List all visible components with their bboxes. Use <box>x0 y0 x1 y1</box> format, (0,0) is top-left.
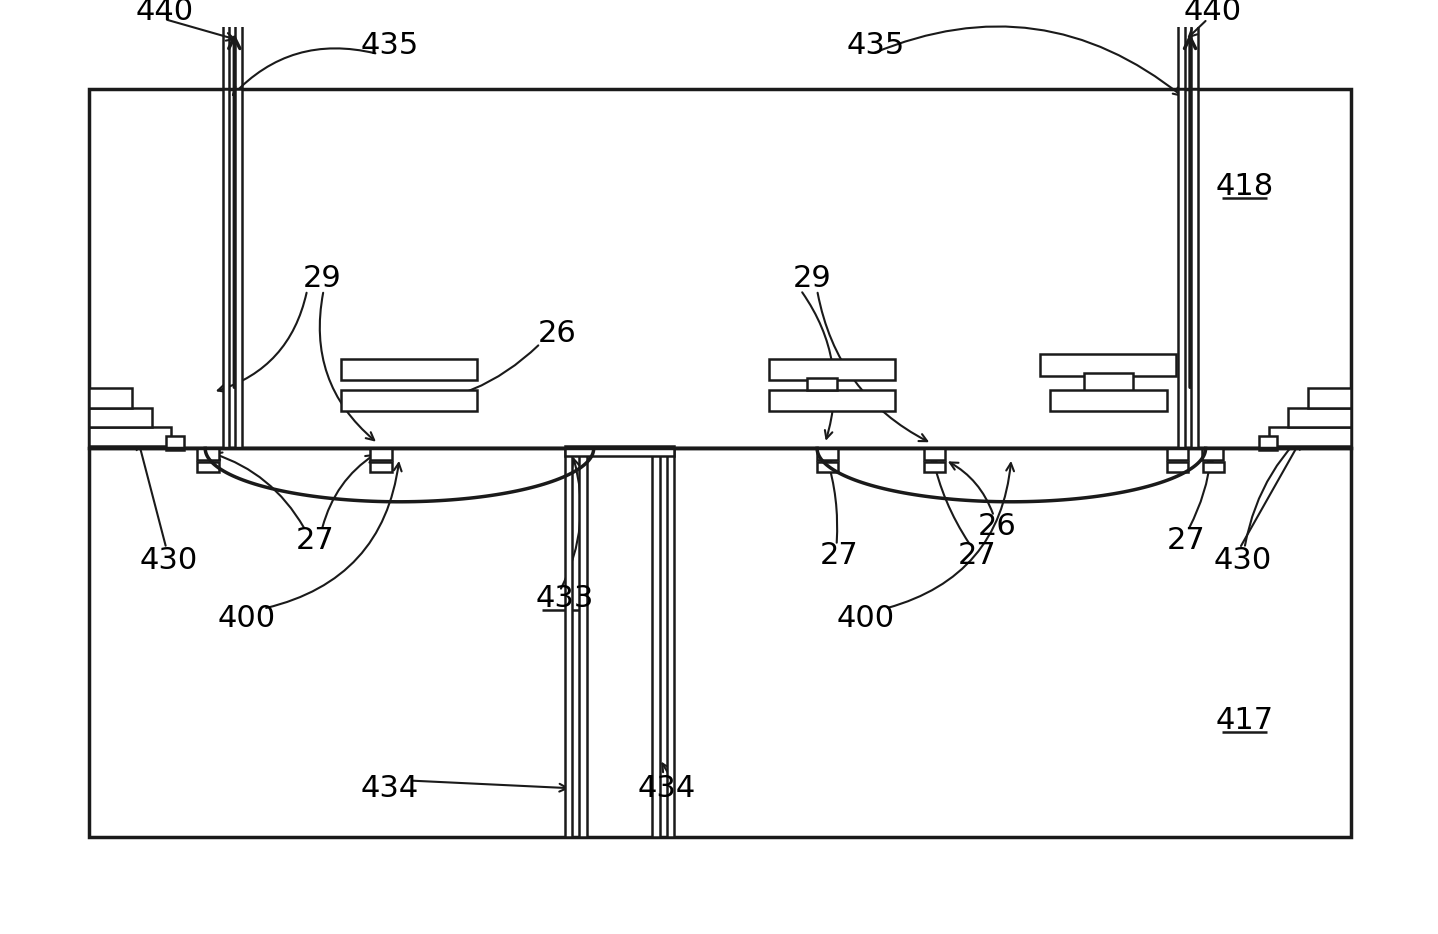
Bar <box>341 359 477 380</box>
Text: 26: 26 <box>538 319 577 348</box>
Bar <box>768 359 894 380</box>
Bar <box>667 448 674 837</box>
Bar <box>1191 89 1198 448</box>
Text: 27: 27 <box>296 526 334 555</box>
Bar <box>1084 373 1133 400</box>
Text: 26: 26 <box>978 512 1017 541</box>
Text: 29: 29 <box>302 264 341 293</box>
Bar <box>89 427 171 446</box>
Bar <box>1202 448 1224 460</box>
Bar <box>565 446 674 456</box>
Bar <box>565 448 572 837</box>
Text: 435: 435 <box>846 31 905 60</box>
Bar <box>817 448 838 460</box>
Bar <box>925 462 945 472</box>
Bar <box>371 448 391 460</box>
Text: 27: 27 <box>958 541 997 570</box>
Bar <box>651 448 660 837</box>
Bar <box>1166 448 1188 460</box>
Bar <box>925 448 945 460</box>
Bar <box>197 448 219 460</box>
Bar <box>1307 389 1352 407</box>
Bar <box>807 378 837 390</box>
Bar <box>1202 462 1224 472</box>
Text: 435: 435 <box>361 31 418 60</box>
Bar <box>236 89 242 448</box>
Bar <box>1260 436 1277 450</box>
Bar <box>371 462 391 472</box>
Text: 400: 400 <box>219 604 276 633</box>
Bar <box>1178 89 1185 448</box>
Bar <box>89 389 132 407</box>
Text: 430: 430 <box>139 545 197 574</box>
Bar <box>580 448 587 837</box>
Text: 417: 417 <box>1215 706 1274 735</box>
Text: 440: 440 <box>1183 0 1241 26</box>
Bar <box>89 89 1352 448</box>
Text: 27: 27 <box>1166 526 1205 555</box>
Bar <box>89 407 152 427</box>
Text: 434: 434 <box>637 773 696 803</box>
Text: 440: 440 <box>135 0 194 26</box>
Bar <box>1050 390 1166 412</box>
Bar <box>197 462 219 472</box>
Text: 418: 418 <box>1215 172 1274 201</box>
Text: 434: 434 <box>361 773 418 803</box>
Text: 27: 27 <box>820 541 858 570</box>
Bar <box>1268 427 1352 446</box>
Bar <box>1166 462 1188 472</box>
Bar <box>89 448 1352 837</box>
Bar <box>341 390 477 412</box>
Text: 29: 29 <box>792 264 831 293</box>
Bar <box>1041 354 1176 375</box>
Text: 400: 400 <box>837 604 894 633</box>
Bar <box>223 89 230 448</box>
Bar <box>1288 407 1352 427</box>
Text: 430: 430 <box>1214 545 1271 574</box>
Text: 433: 433 <box>535 585 594 614</box>
Bar <box>167 436 184 450</box>
Bar <box>817 462 838 472</box>
Bar <box>768 390 894 412</box>
